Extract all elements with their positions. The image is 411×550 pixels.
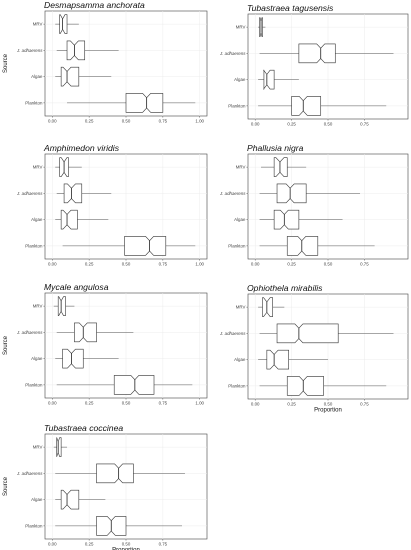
panel-3-category-label: Algae [31,217,43,222]
panel-1-x-tick-label: 0.25 [85,118,94,123]
panel-1-category-label: J. adhaerens [16,48,43,53]
panel-1-category-label: MRV [33,22,43,27]
panel-4-x-tick-label: 0.25 [287,261,296,266]
panel-5-box [113,375,155,395]
panel-3-x-tick-label: 0.75 [159,261,168,266]
panel-7-x-axis-label: Proportion [112,548,140,550]
panel-5-box [62,348,84,369]
panel-7-title: Tubastraea coccinea [44,423,123,433]
panel-1-box [66,40,86,61]
panel-5-category-label: Algae [31,356,43,361]
panel-5-x-tick-label: 0.75 [159,400,168,405]
panel-1-x-tick-label: 0.75 [159,118,168,123]
panel-1-box [60,66,80,87]
panel-1-box [59,14,68,34]
panel-2-category-label: J. adhaerens [219,51,246,56]
panel-7-box [60,489,80,510]
panel-3-box [60,209,78,230]
panel-6-category-label: Plankton [228,383,246,388]
panel-6-x-tick-label: 0.75 [360,401,369,406]
panel-3-x-tick-label: 0.50 [122,261,131,266]
panel-3-category-label: MRV [33,165,43,170]
panel-2-x-tick-label: 0.25 [287,121,296,126]
panel-3-category-label: J. adhaerens [16,191,43,196]
panel-5-x-tick-label: 1.00 [195,400,204,405]
panel-5-category-label: MRV [33,304,43,309]
panel-5-category-label: Plankton [25,382,43,387]
panel-7-y-axis-label: Source [3,476,9,496]
panel-4-box [273,157,288,177]
panel-1-x-tick-label: 0.50 [122,118,131,123]
panel-6-x-tick-label: 0.50 [324,401,333,406]
panel-1-title: Desmapsamma anchorata [44,0,145,10]
panel-6-box [286,376,324,396]
panel-1-category-label: Plankton [25,100,43,105]
panel-4-x-tick-label: 0.50 [324,261,333,266]
panel-5-box [57,296,66,316]
panel-2-x-tick-label: 0.00 [251,121,260,126]
panel-7-x-tick-label: 0.00 [48,541,57,546]
panel-2-category-label: MRV [236,25,246,30]
panel-7-category-label: J. adhaerens [16,471,43,476]
panel-6-category-label: J. adhaerens [219,331,246,336]
panel-3-category-label: Plankton [25,243,43,248]
panel-2-title: Tubastraea tagusensis [247,3,334,13]
panel-6-category-label: MRV [236,305,246,310]
panel-2-x-tick-label: 0.50 [324,121,333,126]
panel-2-category-label: Plankton [228,103,246,108]
panel-6-box [276,323,339,344]
panel-1-category-label: Algae [31,74,43,79]
panel-7-box [96,463,134,484]
panel-7-x-tick-label: 0.75 [159,541,168,546]
panel-4-category-label: Plankton [228,243,246,248]
panel-2-x-tick-label: 0.75 [360,121,369,126]
panel-4-box [286,236,319,256]
panel-6-x-tick-label: 0.25 [287,401,296,406]
panel-1-y-axis-label: Source [3,53,9,73]
panel-4-x-tick-label: 0.00 [251,261,260,266]
panel-6-x-axis-label: Proportion [314,408,342,414]
panel-4-box [273,209,300,230]
panel-5-y-axis-label: Source [3,335,9,355]
panel-5-box [74,322,97,343]
panel-6-x-tick-label: 0.00 [251,401,260,406]
panel-7-x-tick-label: 0.25 [85,541,94,546]
panel-7-box [56,437,62,457]
panel-4-category-label: J. adhaerens [219,191,246,196]
panel-4-x-tick-label: 0.75 [360,261,369,266]
panel-4-title: Phallusia nigra [247,143,304,153]
panel-6-category-label: Algae [234,357,246,362]
panel-2-box [262,69,275,90]
panel-5-x-tick-label: 0.00 [48,400,57,405]
panel-7-category-label: Plankton [25,523,43,528]
panel-1-box [125,93,164,113]
panel-5-x-tick-label: 0.50 [122,400,131,405]
panel-2-box [291,96,322,116]
panel-3-x-tick-label: 0.00 [48,261,57,266]
panel-7-category-label: Algae [31,497,43,502]
panel-3-x-tick-label: 0.25 [85,261,94,266]
panel-4-category-label: Algae [234,217,246,222]
panel-1-x-tick-label: 1.00 [195,118,204,123]
panel-3-box [124,236,167,256]
panel-7-category-label: MRV [33,445,43,450]
panel-7-x-tick-label: 0.50 [122,541,131,546]
panel-5-category-label: J. adhaerens [16,330,43,335]
panel-1-x-tick-label: 0.00 [48,118,57,123]
panel-5-x-tick-label: 0.25 [85,400,94,405]
panel-6-box [262,297,273,317]
panel-2-box [298,43,336,64]
panel-2-category-label: Algae [234,77,246,82]
panel-6-title: Ophiothela mirabilis [247,283,323,293]
panel-4-box [276,183,307,204]
panel-3-box [63,183,83,204]
panel-5-title: Mycale angulosa [44,282,109,292]
panel-6-box [266,349,289,370]
panel-3-x-tick-label: 1.00 [195,261,204,266]
panel-3-title: Amphimedon viridis [43,143,120,153]
panel-4-category-label: MRV [236,165,246,170]
